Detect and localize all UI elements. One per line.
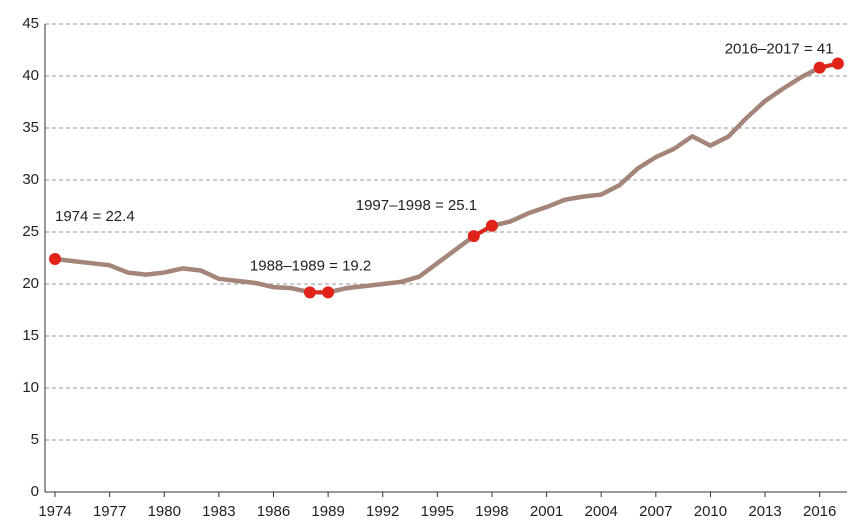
y-tick-label: 0 [31,483,39,500]
x-tick-label: 2001 [530,503,563,520]
x-tick-label: 2010 [694,503,727,520]
highlight-point [467,230,480,243]
y-tick-label: 30 [22,171,39,188]
data-line [54,61,839,295]
highlight-point [322,286,335,299]
y-tick-label: 20 [22,275,39,292]
x-tick-label: 1989 [311,503,344,520]
y-tick-label: 15 [22,327,39,344]
x-tick-label: 1983 [202,503,235,520]
y-tick-label: 5 [31,431,39,448]
annotation: 1974 = 22.4 [55,208,135,225]
y-tick-label: 45 [22,15,39,32]
x-tick-label: 1998 [475,503,508,520]
x-tick-label: 1995 [421,503,454,520]
y-tick-label: 35 [22,119,39,136]
x-tick-label: 1974 [38,503,71,520]
highlight-point [49,253,62,266]
highlight-point [831,57,844,70]
x-tick-label: 1986 [257,503,290,520]
x-tick-label: 1980 [148,503,181,520]
highlight-point [813,61,826,74]
x-tick-label: 1992 [366,503,399,520]
x-tick-label: 1977 [93,503,126,520]
highlight-point [303,286,316,299]
annotation: 2016–2017 = 41 [725,41,834,58]
x-tick-label: 2004 [585,503,618,520]
annotation: 1997–1998 = 25.1 [356,197,477,214]
x-tick-label: 2016 [803,503,836,520]
highlight-point [485,219,498,232]
y-tick-label: 40 [22,67,39,84]
annotation: 1988–1989 = 19.2 [250,257,371,274]
y-tick-label: 25 [22,223,39,240]
x-tick-label: 2013 [748,503,781,520]
x-tick-label: 2007 [639,503,672,520]
y-tick-label: 10 [22,379,39,396]
